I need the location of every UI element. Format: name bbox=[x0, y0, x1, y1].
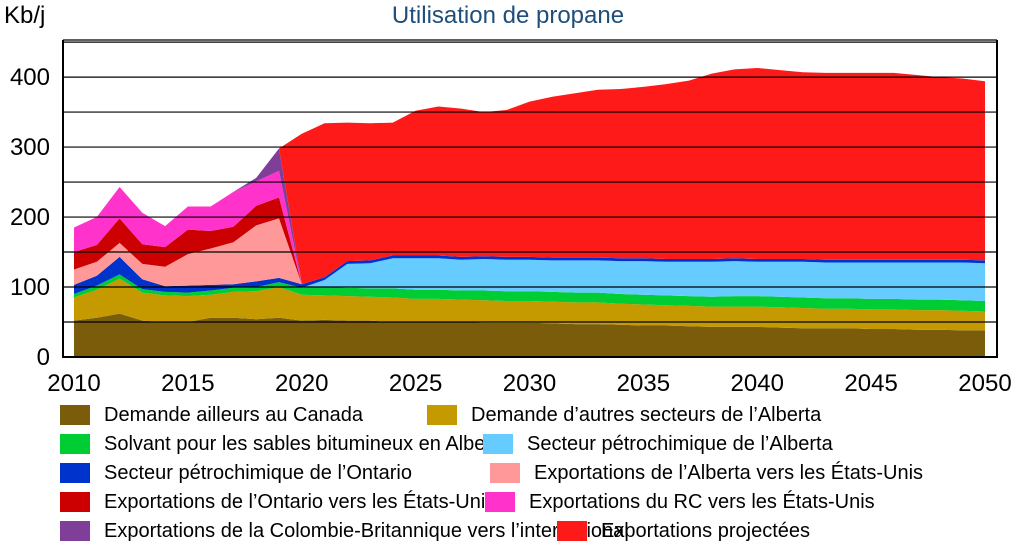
legend-label: Secteur pétrochimique de l’Ontario bbox=[104, 461, 412, 484]
chart-title: Utilisation de propane bbox=[391, 2, 625, 29]
x-tick-label: 2030 bbox=[503, 370, 556, 397]
legend-item-secteur-petrochimique-de-l-alberta: Secteur pétrochimique de l’Alberta bbox=[483, 431, 833, 457]
legend-label: Demande ailleurs au Canada bbox=[104, 403, 364, 426]
legend-label: Exportations du RC vers les États-Unis bbox=[529, 490, 875, 513]
area-layer bbox=[74, 68, 985, 357]
legend-label: Exportations de l’Alberta vers les États… bbox=[534, 461, 924, 484]
legend-swatch bbox=[427, 405, 457, 425]
y-tick-label: 300 bbox=[10, 134, 50, 161]
legend-swatch bbox=[483, 434, 513, 454]
legend-item-demande-d-autres-secteurs-de-l-alberta: Demande d’autres secteurs de l’Alberta bbox=[427, 402, 821, 428]
x-tick-label: 2025 bbox=[389, 370, 442, 397]
x-tick-label: 2045 bbox=[844, 370, 897, 397]
legend-swatch bbox=[60, 434, 90, 454]
plot-frame bbox=[62, 40, 998, 358]
legend-swatch bbox=[490, 463, 520, 483]
legend-item-demande-ailleurs-au-canada: Demande ailleurs au Canada bbox=[60, 402, 363, 428]
legend-item-exportations-de-la-colombie-britannique-vers-l-international: Exportations de la Colombie-Britannique … bbox=[60, 518, 629, 544]
area-exportations-projectees bbox=[74, 68, 985, 285]
x-tick-labels: 2010 2015 2020 2025 2030 2035 2040 2045 2050 bbox=[47, 370, 1011, 397]
legend-swatch bbox=[60, 463, 90, 483]
legend-label: Solvant pour les sables bitumineux en Al… bbox=[104, 432, 509, 455]
x-tick-label: 2020 bbox=[275, 370, 328, 397]
legend-swatch bbox=[60, 521, 90, 541]
legend-swatch bbox=[557, 521, 587, 541]
x-tick-label: 2050 bbox=[958, 370, 1011, 397]
x-tick-label: 2035 bbox=[617, 370, 670, 397]
area-demande-ailleurs-au-canada bbox=[74, 313, 985, 357]
legend-item-exportations-de-l-ontario-vers-les-etats-unis: Exportations de l’Ontario vers les États… bbox=[60, 489, 495, 515]
area-solvant-pour-les-sables-bitumineux-en-alberta bbox=[74, 274, 985, 312]
y-tick-label: 0 bbox=[37, 344, 50, 371]
x-tick-label: 2040 bbox=[731, 370, 784, 397]
y-axis-unit-label: Kb/j bbox=[4, 2, 46, 29]
legend-swatch bbox=[60, 405, 90, 425]
x-tick-label: 2010 bbox=[47, 370, 100, 397]
legend-item-solvant-pour-les-sables-bitumineux-en-alberta: Solvant pour les sables bitumineux en Al… bbox=[60, 431, 509, 457]
legend-label: Exportations projectées bbox=[601, 519, 811, 542]
legend-label: Secteur pétrochimique de l’Alberta bbox=[527, 432, 833, 455]
legend-swatch bbox=[485, 492, 515, 512]
grid-lines bbox=[63, 41, 997, 323]
legend-item-exportations-de-l-alberta-vers-les-etats-unis: Exportations de l’Alberta vers les États… bbox=[490, 460, 923, 486]
legend-label: Demande d’autres secteurs de l’Alberta bbox=[471, 403, 822, 426]
legend-swatch bbox=[60, 492, 90, 512]
y-tick-labels: 0 100 200 300 400 bbox=[10, 64, 50, 371]
x-tick-label: 2015 bbox=[161, 370, 214, 397]
y-tick-label: 400 bbox=[10, 64, 50, 91]
legend-label: Exportations de la Colombie-Britannique … bbox=[104, 519, 629, 542]
area-secteur-petrochimique-de-l-alberta bbox=[74, 258, 985, 301]
area-demande-d-autres-secteurs-de-l-alberta bbox=[74, 278, 985, 331]
axes bbox=[62, 39, 998, 358]
y-tick-label: 200 bbox=[10, 204, 50, 231]
legend-item-secteur-petrochimique-de-l-ontario: Secteur pétrochimique de l’Ontario bbox=[60, 460, 412, 486]
area-secteur-petrochimique-de-l-ontario bbox=[74, 255, 985, 294]
legend-item-exportations-du-rc-vers-les-etats-unis: Exportations du RC vers les États-Unis bbox=[485, 489, 875, 515]
legend-label: Exportations de l’Ontario vers les États… bbox=[104, 490, 496, 513]
y-tick-label: 100 bbox=[10, 274, 50, 301]
legend-item-exportations-projectees: Exportations projectées bbox=[557, 518, 810, 544]
